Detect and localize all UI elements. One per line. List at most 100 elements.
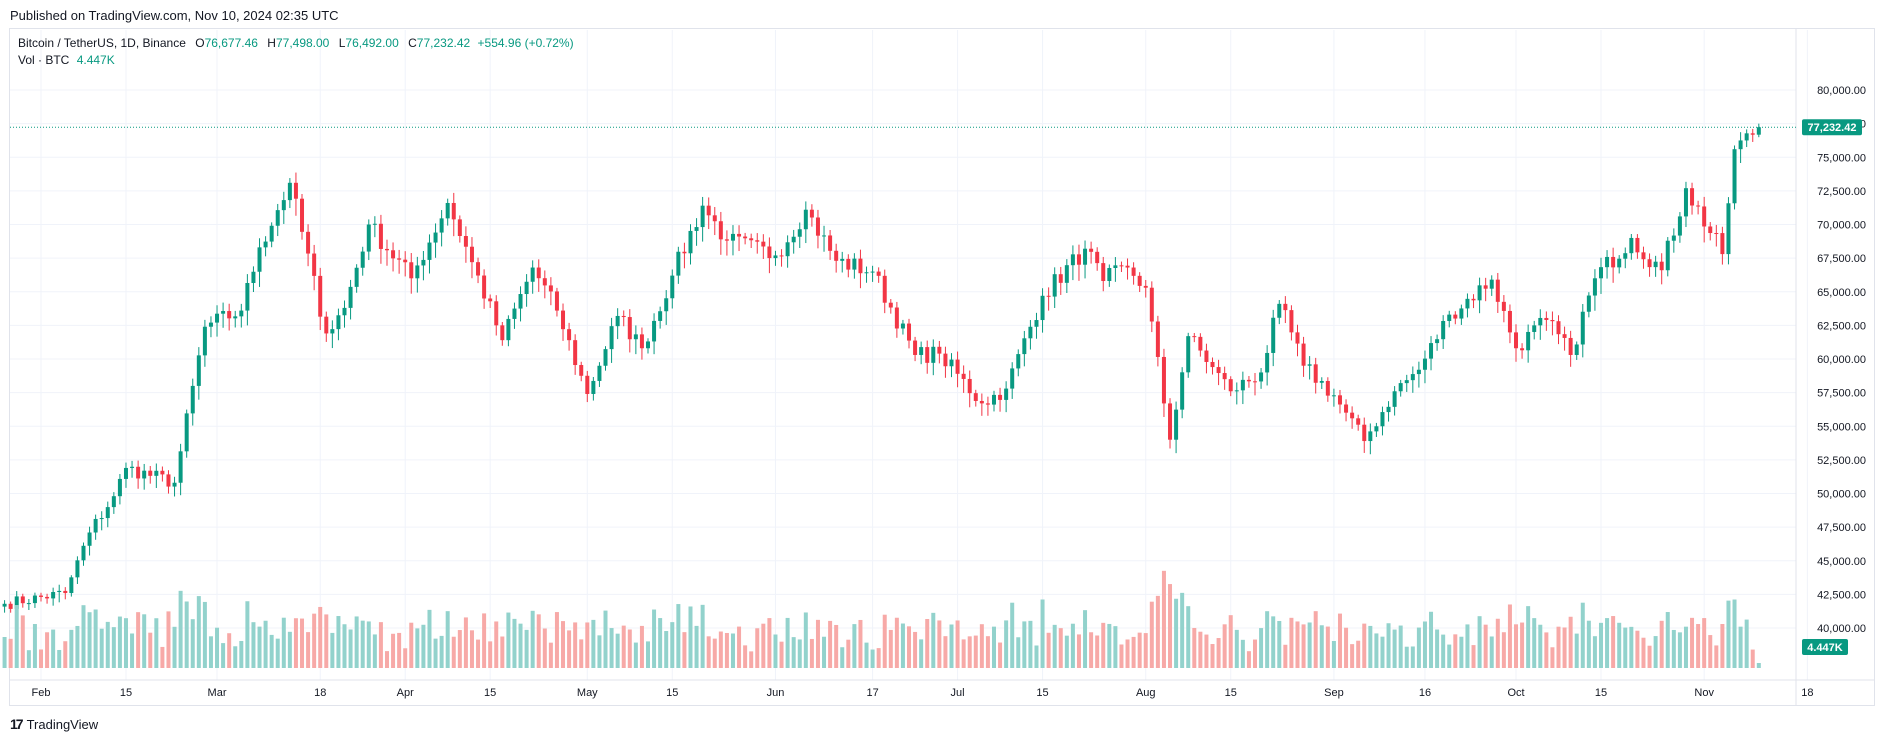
- volume-bar: [1726, 600, 1731, 668]
- volume-bar: [761, 623, 766, 668]
- volume-bar: [822, 636, 827, 668]
- candle-body: [1155, 321, 1160, 357]
- volume-bar: [694, 625, 699, 668]
- close-value: 77,232.42: [416, 36, 471, 50]
- time-axis-label: Aug: [1136, 687, 1156, 699]
- candle-body: [32, 595, 37, 604]
- price-axis-label: 75,000.00: [1817, 152, 1866, 164]
- candle-body: [1677, 216, 1682, 236]
- volume-bar: [342, 624, 347, 668]
- candle-body: [196, 355, 201, 386]
- candle-body: [1653, 261, 1658, 268]
- volume-bar: [542, 628, 547, 668]
- candle-body: [518, 294, 523, 309]
- time-axis-label: Jun: [767, 687, 785, 699]
- chart-frame[interactable]: [9, 28, 1875, 706]
- volume-bar: [1696, 624, 1701, 668]
- candle-body: [1744, 133, 1749, 141]
- volume-bar: [1435, 629, 1440, 668]
- volume-bar: [797, 639, 802, 668]
- volume-bar: [1380, 636, 1385, 668]
- volume-bar: [14, 605, 19, 668]
- symbol-label[interactable]: Bitcoin / TetherUS, 1D, Binance: [18, 36, 186, 50]
- high-value: 77,498.00: [275, 36, 330, 50]
- published-note: Published on TradingView.com, Nov 10, 20…: [10, 8, 339, 23]
- last-price-badge: [1802, 119, 1862, 136]
- volume-bar: [1477, 616, 1482, 668]
- volume-bar: [1228, 615, 1233, 668]
- volume-bar: [378, 622, 383, 668]
- candle-body: [1046, 295, 1051, 297]
- volume-bar: [1101, 622, 1106, 668]
- candle-body: [567, 329, 572, 341]
- volume-bar: [573, 622, 578, 668]
- volume-bar: [1441, 634, 1446, 668]
- candle-body: [1198, 336, 1203, 351]
- volume-bar: [1532, 618, 1537, 668]
- candle-body: [1720, 233, 1725, 255]
- volume-bar: [1004, 620, 1009, 668]
- volume-bar: [1174, 598, 1179, 668]
- volume-bar: [1168, 584, 1173, 668]
- volume-bar: [609, 628, 614, 668]
- volume-bar: [1702, 618, 1707, 668]
- high-key: H: [267, 36, 276, 50]
- volume-bar: [1568, 616, 1573, 668]
- candle-body: [1404, 380, 1409, 384]
- time-axis-label: 17: [866, 687, 878, 699]
- volume-bar: [445, 611, 450, 668]
- volume-bar: [318, 606, 323, 668]
- time-axis-label: Oct: [1507, 687, 1524, 699]
- volume-bar: [524, 629, 529, 668]
- volume-bar: [949, 624, 954, 668]
- candle-body: [306, 231, 311, 254]
- volume-bar: [251, 622, 256, 668]
- candle-body: [93, 518, 98, 533]
- candle-body: [1058, 274, 1063, 283]
- candle-body: [1052, 274, 1057, 297]
- candle-body: [1180, 372, 1185, 410]
- candle-body: [293, 182, 298, 199]
- volume-label[interactable]: Vol · BTC: [18, 53, 70, 67]
- candle-body: [1592, 278, 1597, 296]
- candle-body: [263, 241, 268, 248]
- volume-bar: [1562, 627, 1567, 668]
- candle-body: [1568, 337, 1573, 355]
- volume-bar: [1750, 649, 1755, 668]
- volume-bar: [925, 619, 930, 668]
- volume-bar: [724, 632, 729, 668]
- volume-bar: [1738, 626, 1743, 668]
- volume-bar: [1137, 632, 1142, 668]
- volume-bar: [45, 632, 50, 668]
- volume-bar: [1422, 621, 1427, 668]
- volume-bar: [1046, 632, 1051, 668]
- volume-bar: [809, 638, 814, 668]
- candle-body: [1380, 412, 1385, 427]
- volume-bar: [1246, 651, 1251, 668]
- volume-bar: [190, 619, 195, 668]
- volume-bar: [1253, 639, 1257, 668]
- candle-body: [14, 596, 19, 609]
- volume-bar: [1356, 640, 1361, 668]
- volume-bar: [1283, 644, 1288, 668]
- candle-body: [822, 235, 827, 237]
- candle-body: [1040, 295, 1045, 321]
- low-key: L: [338, 36, 346, 50]
- candle-body: [1598, 267, 1603, 279]
- volume-bar: [1483, 624, 1488, 668]
- candle-body: [1495, 279, 1500, 302]
- volume-bar: [1495, 618, 1500, 668]
- candle-body: [882, 275, 887, 303]
- price-axis-label: 42,500.00: [1817, 589, 1866, 601]
- volume-bar: [1732, 599, 1737, 668]
- volume-bar: [451, 636, 456, 668]
- volume-bar: [1605, 618, 1610, 668]
- candle-body: [755, 240, 760, 242]
- volume-bar: [1089, 632, 1094, 668]
- candle-body: [548, 285, 553, 292]
- candle-body: [1362, 424, 1367, 442]
- candle-body: [324, 316, 329, 334]
- candle-body: [670, 275, 675, 299]
- volume-bar: [913, 631, 918, 668]
